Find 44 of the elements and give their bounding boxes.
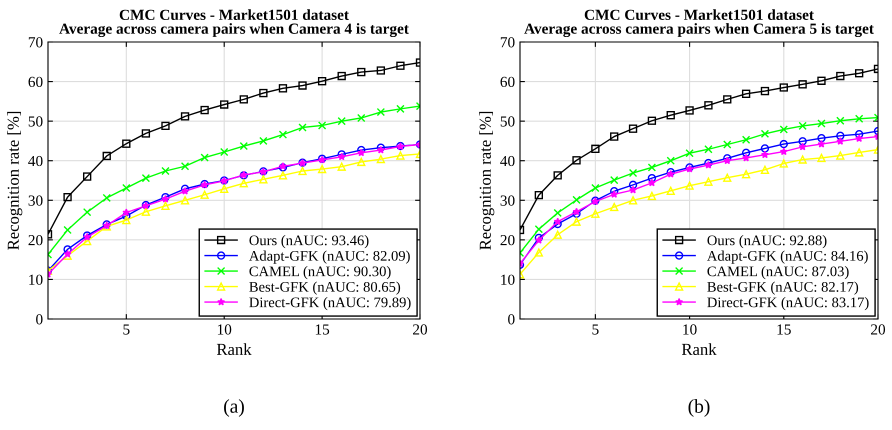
chart-subtitle: Average across camera pairs when Camera 5 is target — [524, 23, 874, 38]
x-tick-label: 5 — [592, 324, 599, 335]
y-tick-label: 50 — [500, 116, 515, 127]
x-tick-label: 15 — [316, 324, 330, 335]
y-tick-label: 40 — [500, 156, 515, 166]
y-tick-label: 40 — [28, 156, 43, 166]
y-tick-label: 60 — [28, 76, 43, 88]
y-tick-label: 50 — [28, 116, 43, 127]
legend-label: Direct-GFK (nAUC: 83.17) — [707, 297, 869, 310]
y-axis-title: Recognition rate [%] — [7, 112, 22, 250]
y-tick-label: 10 — [29, 274, 43, 285]
chart-subtitle: Average across camera pairs when Camera 4 is target — [59, 23, 409, 38]
legend-label: Best-GFK (nAUC: 80.65) — [249, 282, 400, 295]
legend-label: CAMEL (nAUC: 87.03) — [707, 266, 849, 280]
legend-label: Adapt-GFK (nAUC: 82.09) — [248, 250, 410, 264]
x-axis-title: Rank — [216, 343, 252, 355]
legend-label: Direct-GFK (nAUC: 79.89) — [249, 297, 411, 310]
x-tick-label: 10 — [218, 324, 232, 335]
x-tick-label: 5 — [123, 324, 130, 335]
y-tick-label: 60 — [500, 76, 515, 88]
y-tick-label: 30 — [500, 195, 515, 206]
legend-label: Ours (nAUC: 93.46) — [249, 235, 368, 248]
x-tick-label: 20 — [413, 324, 428, 335]
x-tick-label: 10 — [683, 324, 697, 335]
chart-title: CMC Curves - Market1501 dataset — [584, 9, 814, 20]
y-tick-label: 0 — [36, 314, 43, 324]
legend-label: Adapt-GFK (nAUC: 84.16) — [706, 250, 868, 264]
y-tick-label: 10 — [501, 274, 515, 285]
legend-label: Best-GFK (nAUC: 82.17) — [707, 282, 858, 295]
x-tick-label: 20 — [871, 324, 886, 335]
legend-label: CAMEL (nAUC: 90.30) — [249, 266, 391, 280]
x-axis-title: Rank — [682, 343, 717, 355]
text: (b) — [688, 399, 710, 417]
x-tick-label: 15 — [777, 324, 791, 335]
y-tick-label: 0 — [508, 314, 515, 324]
chart-title: CMC Curves - Market1501 dataset — [120, 9, 349, 20]
legend-label: Ours (nAUC: 92.88) — [707, 235, 826, 248]
y-tick-label: 70 — [28, 37, 43, 48]
y-tick-label: 20 — [500, 235, 515, 246]
text: (a) — [224, 399, 244, 417]
y-tick-label: 20 — [28, 235, 43, 246]
y-axis-title: Recognition rate [%] — [479, 112, 494, 250]
y-tick-label: 70 — [500, 37, 515, 48]
y-tick-label: 30 — [28, 195, 43, 206]
